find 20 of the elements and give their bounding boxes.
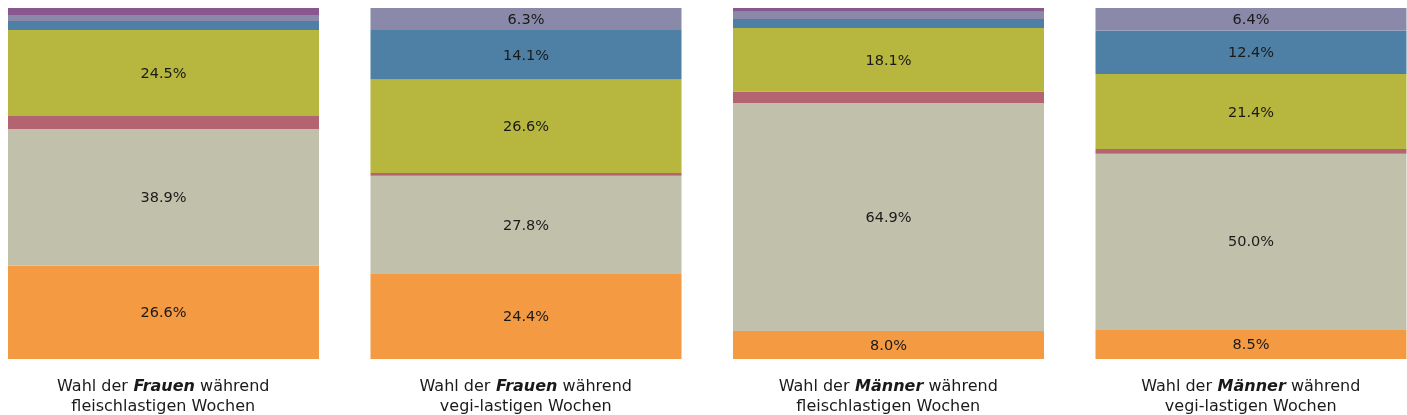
data-label: 27.8%	[503, 216, 550, 233]
data-label: 64.9%	[865, 209, 912, 226]
data-label: 38.9%	[140, 189, 187, 206]
data-label: 6.3%	[507, 11, 545, 28]
data-label: 24.4%	[503, 308, 550, 325]
data-label: 26.6%	[140, 304, 187, 321]
x-tick-label: Wahl der Frauen während fleischlastigen Wochen	[57, 376, 270, 415]
data-label: 26.6%	[503, 118, 550, 135]
data-label: 8.0%	[870, 336, 908, 353]
data-label: 8.5%	[1232, 336, 1270, 353]
data-label: 50.0%	[1228, 233, 1275, 250]
data-label: 18.1%	[865, 51, 912, 68]
data-label: 21.4%	[1228, 103, 1275, 120]
category-label: Wahl der Frauen während vegi-lastigen Wochen	[419, 376, 633, 415]
x-tick-label: Wahl der Männer während fleischlastigen Wochen	[778, 376, 999, 415]
data-label: 12.4%	[1228, 44, 1275, 61]
data-label: 14.1%	[503, 46, 550, 63]
data-label: 24.5%	[140, 65, 187, 82]
category-label: Wahl der Männer während vegi-lastigen Wochen	[1141, 376, 1361, 415]
data-label: 6.4%	[1232, 11, 1270, 28]
